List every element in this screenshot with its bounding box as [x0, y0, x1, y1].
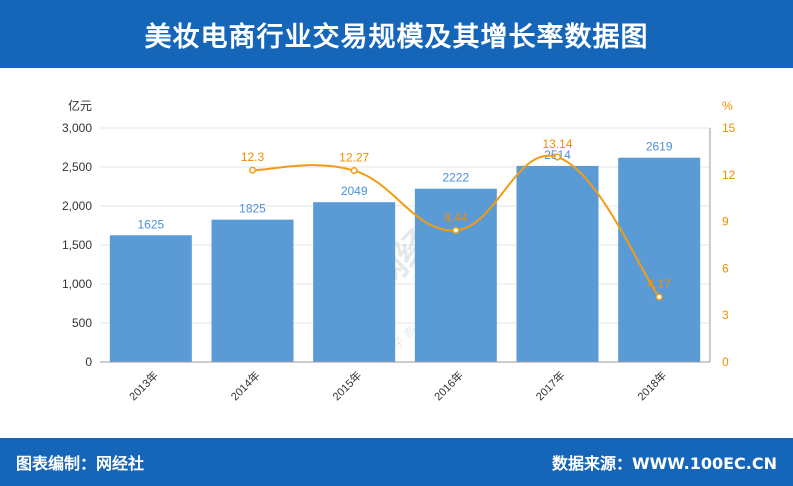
y-axis-unit-right: %	[722, 99, 733, 113]
bar	[109, 235, 192, 362]
y-tick-left: 1,000	[62, 277, 92, 291]
bar-value-label: 2049	[341, 184, 368, 198]
page-title: 美妆电商行业交易规模及其增长率数据图	[144, 21, 649, 53]
x-tick: 2017年	[533, 368, 568, 403]
bar	[414, 188, 497, 362]
bar-value-label: 1625	[137, 217, 164, 231]
y-tick-right: 15	[722, 121, 736, 135]
y-tick-left: 2,000	[62, 199, 92, 213]
bar	[516, 165, 599, 362]
bar-value-label: 1825	[239, 202, 266, 216]
y-tick-left: 3,000	[62, 121, 92, 135]
x-tick: 2015年	[329, 368, 364, 403]
line-point	[350, 167, 358, 175]
x-tick: 2016年	[431, 368, 466, 403]
line-point	[248, 166, 257, 174]
line-point	[655, 293, 663, 301]
x-tick: 2014年	[228, 368, 263, 403]
line-point	[553, 153, 562, 161]
bar	[211, 219, 294, 362]
bar	[618, 157, 701, 362]
line-point	[452, 226, 460, 234]
line-value-label: 13.14	[542, 137, 572, 151]
bar-value-label: 2222	[442, 171, 469, 185]
footer-credit: 图表编制：网经社	[16, 454, 145, 473]
footer-bar: 图表编制：网经社 数据来源：WWW.100EC.CN	[0, 438, 793, 486]
chart: 0 500 1,000 1,500 2,000 2,500 3,000 0 3 6 9 12 15 亿元%…	[62, 98, 736, 403]
y-tick-right: 12	[722, 168, 736, 182]
y-tick-right: 3	[722, 308, 729, 322]
x-tick: 2018年	[634, 368, 669, 403]
header-bar: 美妆电商行业交易规模及其增长率数据图	[0, 0, 793, 68]
y-tick-left: 2,500	[62, 160, 92, 174]
growth-rate-line	[252, 154, 660, 298]
line-value-label: 8.44	[444, 210, 468, 224]
line-value-label: 4.17	[647, 277, 671, 291]
x-tick: 2013年	[126, 368, 161, 403]
bar-value-label: 2619	[646, 140, 673, 154]
y-tick-left: 0	[85, 355, 92, 369]
line-value-label: 12.3	[241, 150, 265, 164]
y-axis-unit-left: 亿元	[68, 98, 92, 113]
y-tick-left: 1,500	[62, 238, 92, 252]
y-tick-right: 0	[722, 355, 729, 369]
y-tick-left: 500	[72, 316, 92, 330]
y-tick-right: 6	[722, 261, 729, 275]
line-value-label: 12.27	[339, 151, 369, 165]
bar	[313, 202, 396, 362]
footer-source: 数据来源：WWW.100EC.CN	[551, 454, 777, 473]
y-tick-right: 9	[722, 215, 729, 229]
